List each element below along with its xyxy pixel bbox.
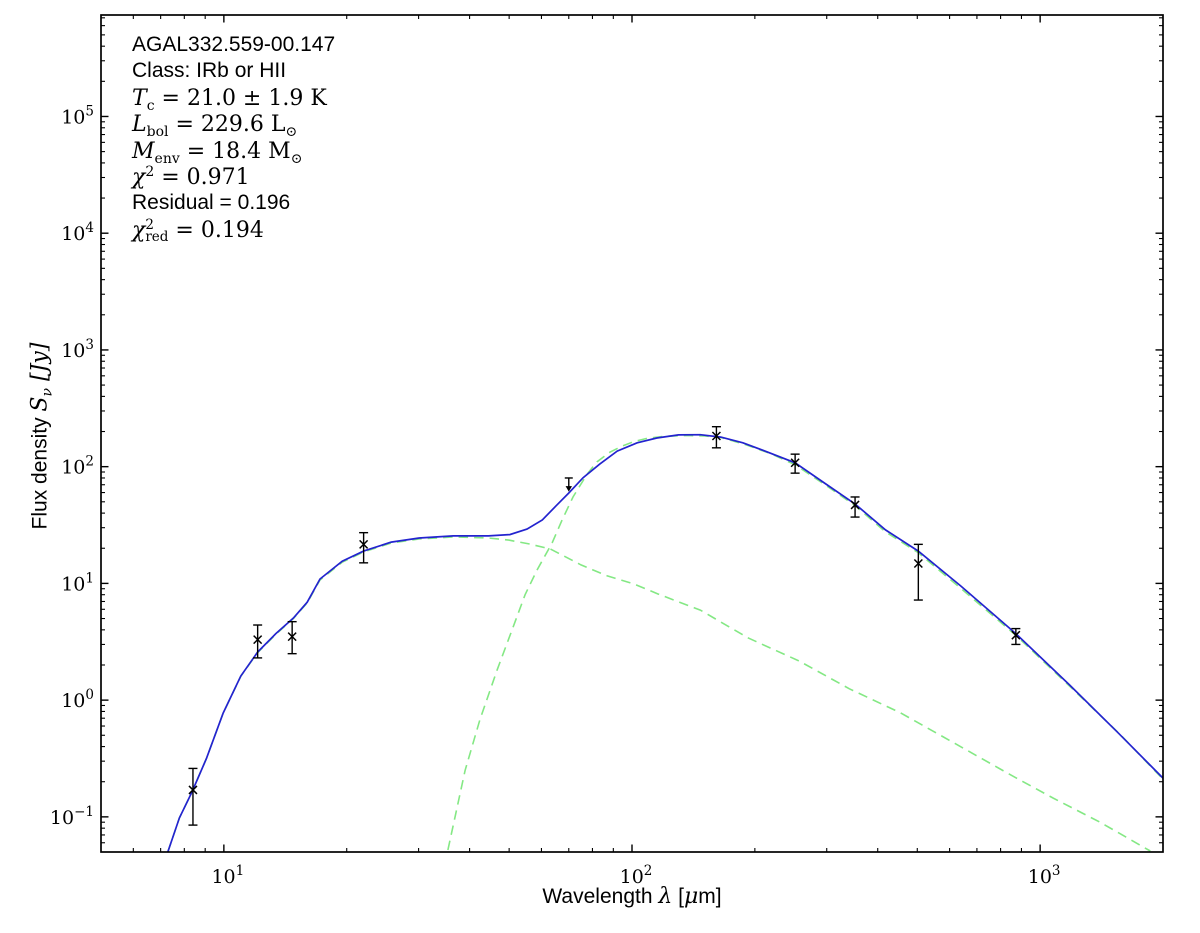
- y-tick-label: 103: [61, 337, 94, 362]
- x-tick-label: 103: [1028, 863, 1061, 888]
- data-points: [188, 425, 1021, 826]
- y-tick-label: 100: [61, 687, 94, 712]
- data-point: [1011, 627, 1021, 646]
- annotation-line-temperature: Tc = 21.0 ± 1.9 K: [132, 85, 327, 114]
- fit-parameters-annotation: AGAL332.559-00.147 Class: IRb or HII Tc = …: [132, 33, 335, 244]
- y-tick-label: 10−1: [50, 804, 94, 829]
- annotation-line-chi-squared-reduced: χ 2 red = 0.194: [132, 216, 264, 245]
- y-tick-label: 104: [61, 220, 94, 245]
- y-tick-label: 105: [61, 103, 94, 128]
- data-point: [790, 453, 800, 474]
- data-point: [850, 496, 860, 518]
- x-tick-label: 102: [620, 863, 653, 888]
- data-point: [711, 425, 721, 449]
- data-point: [913, 543, 923, 601]
- x-tick-label: 101: [211, 863, 244, 888]
- data-point: [188, 767, 198, 826]
- annotation-line-class-line: Class: IRb or HII: [132, 59, 287, 83]
- data-point: [253, 624, 263, 659]
- cold-component-curve: [447, 434, 1163, 851]
- data-point: [287, 620, 297, 655]
- plot-frame: [100, 14, 1164, 853]
- y-tick-label: 102: [61, 454, 94, 479]
- total-fit-curve: [166, 433, 1163, 852]
- x-axis-label: Wavelength λ [μm]: [542, 884, 722, 909]
- sup-sub-script: 2 red: [145, 216, 169, 245]
- annotation-line-luminosity: Lbol = 229.6 L⊙: [132, 112, 298, 141]
- annotation-line-residual: Residual = 0.196: [132, 191, 291, 215]
- y-axis-label: Flux density Sν [Jy]: [27, 342, 56, 530]
- y-tick-label: 101: [61, 570, 94, 595]
- annotation-line-envelope-mass: Menv = 18.4 M⊙: [132, 138, 303, 167]
- upper-limit-point: [564, 477, 573, 492]
- annotation-line-chi-squared: χ2 = 0.971: [132, 163, 250, 190]
- data-point: [359, 531, 369, 564]
- tick-labels: 101 102 103 105 104 103 102 101 100 10−1: [50, 103, 1061, 888]
- warm-component-curve: [167, 536, 1151, 852]
- annotation-line-source-name: AGAL332.559-00.147: [132, 33, 336, 56]
